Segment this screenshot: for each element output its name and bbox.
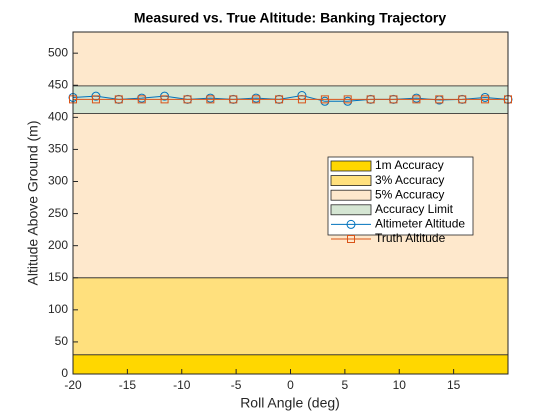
legend-swatch [330,160,372,172]
data-marker [343,95,352,104]
data-marker [206,95,215,104]
y-tick-label: 300 [48,174,68,188]
data-marker [412,95,421,104]
x-axis-label: Roll Angle (deg) [240,395,340,411]
x-tick-label: -15 [119,378,137,392]
legend-label: 3% Accuracy [375,173,444,187]
data-marker [137,95,146,104]
x-tick-label: -10 [173,378,191,392]
x-tick-label: -20 [64,378,82,392]
data-marker [435,95,444,104]
y-tick-label: 100 [48,302,68,316]
data-marker [458,95,467,104]
x-tick-label: -5 [231,378,242,392]
data-marker [297,95,306,104]
x-tick-label: 10 [393,378,407,392]
legend-label: Accuracy Limit [375,202,454,216]
y-tick-label: 50 [55,334,69,348]
data-marker [252,95,261,104]
data-marker [347,235,355,243]
legend-swatch [330,204,372,216]
legend-label: Altimeter Altitude [375,217,465,231]
data-marker [389,95,398,104]
legend-label: 5% Accuracy [375,187,444,201]
accuracy-band [72,31,509,279]
data-marker [160,95,169,104]
y-tick-label: 200 [48,238,68,252]
y-tick-label: 500 [48,45,68,59]
y-tick-label: 0 [61,366,68,380]
x-tick-label: 15 [447,378,461,392]
data-marker [183,95,192,104]
legend-label: Truth Altitude [375,231,446,245]
data-marker [346,219,356,229]
y-tick-label: 450 [48,77,68,91]
data-marker [320,95,329,104]
data-marker [114,95,123,104]
data-marker [91,95,100,104]
y-tick-label: 350 [48,142,68,156]
legend-swatch [330,189,372,201]
x-tick-label: 0 [287,378,294,392]
legend-swatch [330,175,372,187]
chart-title: Measured vs. True Altitude: Banking Traj… [134,10,446,26]
legend-label: 1m Accuracy [375,158,444,172]
data-marker [366,95,375,104]
x-tick-label: 5 [342,378,349,392]
accuracy-band [72,277,509,356]
data-marker [481,95,490,104]
axes-box [72,31,509,375]
y-tick-label: 250 [48,206,68,220]
y-tick-label: 400 [48,110,68,124]
y-axis-label: Altitude Above Ground (m) [25,121,41,286]
data-marker [229,95,238,104]
data-marker [275,95,284,104]
y-tick-label: 150 [48,270,68,284]
